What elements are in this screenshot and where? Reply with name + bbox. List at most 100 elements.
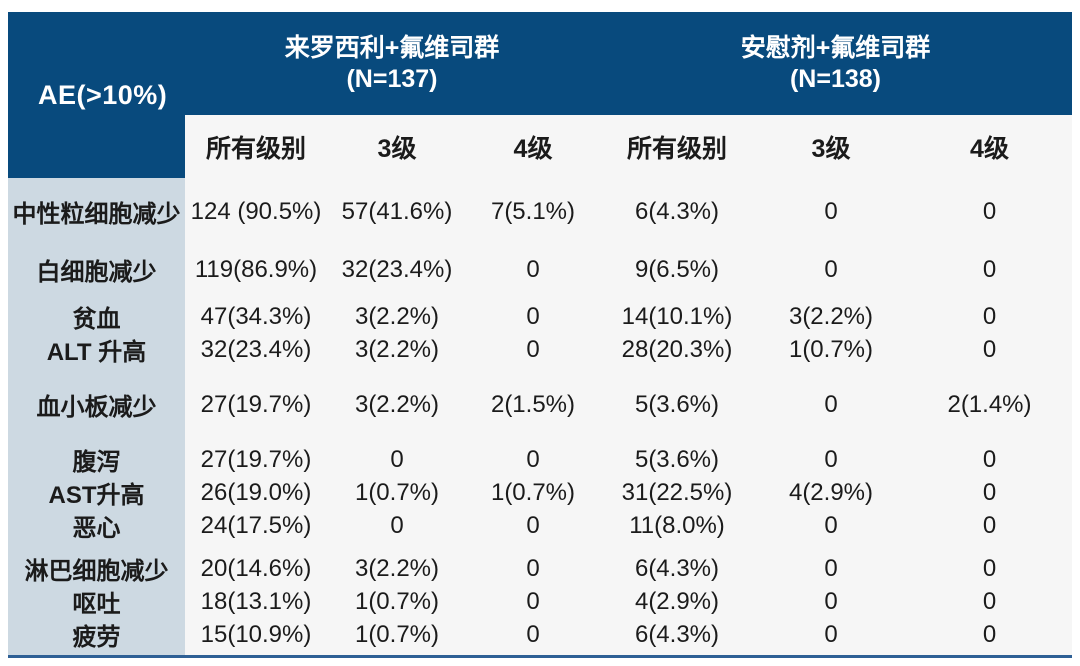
subheader-grade3: 3级 [377, 134, 417, 163]
ae-value-cell: 27(19.7%) [200, 445, 312, 473]
ae-value-cell: 0 [824, 197, 838, 225]
ae-row-label: 贫血 [72, 306, 121, 333]
table-row: 血小板减少 27(19.7%) 3(2.2%) 2(1.5%) 5(3.6%) 0 2(1.… [8, 387, 1072, 422]
table-row: 淋巴细胞减少 20(14.6%) 3(2.2%) 0 6(4.3%) 0 0 [8, 551, 1072, 586]
table-body: 中性粒细胞减少 124 (90.5%) 57(41.6%) 7(5.1%) 6(4.3%… [8, 178, 1072, 655]
group-header-lerociclib: 来罗西利+氟维司群 (N=137) [185, 12, 599, 115]
ae-value-cell: 0 [982, 197, 997, 225]
ae-row-label: 淋巴细胞减少 [24, 558, 169, 585]
ae-value-cell: 1(0.7%) [354, 620, 440, 648]
ae-value-cell: 28(20.3%) [621, 335, 733, 363]
subheader-all-grades: 所有级别 [626, 134, 727, 163]
table-bottom-border [8, 655, 1072, 658]
ae-value-cell: 14(10.1%) [621, 302, 733, 330]
ae-row-label: 血小板减少 [36, 394, 157, 421]
ae-value-cell: 0 [982, 620, 997, 648]
group-n: (N=137) [346, 64, 438, 93]
ae-value-cell: 15(10.9%) [200, 620, 312, 648]
ae-value-cell: 0 [824, 620, 838, 648]
ae-value-cell: 0 [526, 255, 540, 283]
ae-value-cell: 9(6.5%) [634, 255, 720, 283]
ae-value-cell: 32(23.4%) [200, 335, 312, 363]
subheader-grade4: 4级 [513, 134, 553, 163]
ae-value-cell: 3(2.2%) [354, 554, 440, 582]
ae-value-cell: 1(0.7%) [490, 478, 576, 506]
ae-value-cell: 0 [982, 511, 997, 539]
ae-value-cell: 3(2.2%) [788, 302, 874, 330]
ae-value-cell: 0 [526, 445, 540, 473]
ae-value-cell: 3(2.2%) [354, 302, 440, 330]
ae-value-cell: 32(23.4%) [341, 255, 453, 283]
table-corner-header: AE(>10%) [8, 12, 185, 178]
row-label-column-background [8, 178, 185, 655]
table-row: 贫血 47(34.3%) 3(2.2%) 0 14(10.1%) 3(2.2%) 0 [8, 299, 1072, 334]
ae-value-cell: 0 [526, 620, 540, 648]
ae-row-label: 白细胞减少 [36, 259, 157, 286]
ae-value-cell: 0 [526, 587, 540, 615]
ae-value-cell: 47(34.3%) [200, 302, 312, 330]
ae-value-cell: 6(4.3%) [634, 197, 720, 225]
ae-row-label: 中性粒细胞减少 [12, 201, 181, 228]
ae-value-cell: 0 [526, 302, 540, 330]
ae-value-cell: 2(1.4%) [947, 390, 1032, 418]
ae-value-cell: 0 [982, 302, 997, 330]
ae-value-cell: 5(3.6%) [634, 445, 720, 473]
table-row: 中性粒细胞减少 124 (90.5%) 57(41.6%) 7(5.1%) 6(4.3%… [8, 194, 1072, 229]
ae-value-cell: 0 [526, 335, 540, 363]
ae-value-cell: 0 [982, 445, 997, 473]
grade-subheader-row: 所有级别 3级 4级 所有级别 3级 4级 [185, 115, 1072, 178]
ae-value-cell: 0 [982, 587, 997, 615]
ae-value-cell: 57(41.6%) [341, 197, 453, 225]
ae-value-cell: 7(5.1%) [490, 197, 576, 225]
ae-value-cell: 2(1.5%) [490, 390, 576, 418]
ae-value-cell: 0 [982, 478, 997, 506]
ae-value-cell: 1(0.7%) [788, 335, 874, 363]
ae-row-label: AST升高 [48, 482, 145, 509]
ae-value-cell: 0 [526, 554, 540, 582]
ae-value-cell: 26(19.0%) [200, 478, 312, 506]
ae-value-cell: 124 (90.5%) [190, 197, 322, 225]
table-row: 白细胞减少 119(86.9%) 32(23.4%) 0 9(6.5%) 0 0 [8, 252, 1072, 287]
ae-value-cell: 1(0.7%) [354, 587, 440, 615]
ae-value-cell: 4(2.9%) [788, 478, 874, 506]
ae-value-cell: 119(86.9%) [194, 255, 318, 283]
group-title: 来罗西利+氟维司群 [284, 33, 500, 62]
table-row: AST升高 26(19.0%) 1(0.7%) 1(0.7%) 31(22.5%) 4(2… [8, 475, 1072, 510]
table-row: 恶心 24(17.5%) 0 0 11(8.0%) 0 0 [8, 508, 1072, 543]
ae-value-cell: 0 [526, 511, 540, 539]
ae-value-cell: 11(8.0%) [629, 511, 725, 539]
ae-value-cell: 18(13.1%) [200, 587, 312, 615]
adverse-events-table: AE(>10%) 来罗西利+氟维司群 (N=137) 安慰剂+氟维司群 (N=1… [8, 12, 1072, 658]
subheader-all-grades: 所有级别 [205, 134, 306, 163]
ae-value-cell: 0 [824, 255, 838, 283]
ae-value-cell: 1(0.7%) [354, 478, 440, 506]
ae-value-cell: 0 [824, 554, 838, 582]
ae-value-cell: 0 [390, 445, 404, 473]
table-row: 呕吐 18(13.1%) 1(0.7%) 0 4(2.9%) 0 0 [8, 584, 1072, 619]
ae-value-cell: 6(4.3%) [634, 554, 720, 582]
ae-value-cell: 0 [982, 335, 997, 363]
ae-value-cell: 0 [982, 255, 997, 283]
group-n: (N=138) [789, 64, 881, 93]
ae-value-cell: 24(17.5%) [200, 511, 312, 539]
group-title: 安慰剂+氟维司群 [740, 33, 931, 62]
ae-value-cell: 5(3.6%) [634, 390, 720, 418]
group-header-placebo: 安慰剂+氟维司群 (N=138) [599, 12, 1072, 115]
table-row: 疲劳 15(10.9%) 1(0.7%) 0 6(4.3%) 0 0 [8, 617, 1072, 652]
ae-value-cell: 27(19.7%) [200, 390, 312, 418]
table-row: ALT 升高 32(23.4%) 3(2.2%) 0 28(20.3%) 1(0.7%) 0 [8, 332, 1072, 367]
ae-row-label: 疲劳 [72, 624, 121, 651]
ae-value-cell: 0 [824, 445, 838, 473]
ae-value-cell: 3(2.2%) [354, 335, 440, 363]
ae-value-cell: 0 [390, 511, 404, 539]
table-body-rows: 中性粒细胞减少 124 (90.5%) 57(41.6%) 7(5.1%) 6(4.3%… [8, 194, 1072, 652]
ae-value-cell: 0 [824, 390, 838, 418]
ae-value-cell: 20(14.6%) [200, 554, 312, 582]
subheader-grade4: 4级 [970, 134, 1009, 163]
treatment-group-header-row: 来罗西利+氟维司群 (N=137) 安慰剂+氟维司群 (N=138) [185, 12, 1072, 115]
ae-value-cell: 0 [824, 511, 838, 539]
ae-row-label: 腹泻 [72, 449, 121, 476]
ae-row-label: ALT 升高 [46, 339, 147, 366]
ae-row-label: 呕吐 [72, 591, 121, 618]
ae-row-label: 恶心 [72, 515, 121, 542]
